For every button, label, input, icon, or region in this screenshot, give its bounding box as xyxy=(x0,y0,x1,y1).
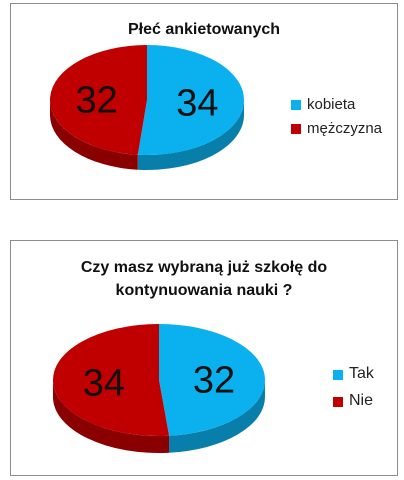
legend-swatch xyxy=(333,370,343,380)
chart-panel-gender: Płeć ankietowanych 34 32 kobieta mężczyzn… xyxy=(10,3,398,200)
chart-panel-school: Czy masz wybraną już szkołę do kontynuow… xyxy=(10,240,398,476)
legend-label: Nie xyxy=(349,392,374,409)
pie-side-kobieta xyxy=(137,100,244,170)
chart-title-line: Czy masz wybraną już szkołę do xyxy=(80,259,328,276)
legend-swatch xyxy=(291,124,301,134)
legend-label: kobieta xyxy=(307,96,356,113)
chart-title: Czy masz wybraną już szkołę do kontynuow… xyxy=(11,256,397,302)
chart-title: Płeć ankietowanych xyxy=(127,21,281,38)
legend-label: Tak xyxy=(349,365,374,382)
data-label: 32 xyxy=(75,80,117,122)
legend-swatch xyxy=(333,397,343,407)
data-label: 34 xyxy=(176,82,218,124)
pie-side-tak xyxy=(169,380,265,453)
pie-slice-nie xyxy=(53,324,170,436)
pie-side-nie xyxy=(53,380,170,453)
data-label: 34 xyxy=(83,362,125,404)
pie-chart-gender: 34 32 xyxy=(49,45,244,170)
pie-slice-mężczyzna xyxy=(49,45,147,155)
pie-slice-kobieta xyxy=(137,45,244,155)
data-label: 32 xyxy=(193,360,235,402)
chart-title-line: kontynuowania nauki ? xyxy=(115,282,293,299)
legend-label: mężczyzna xyxy=(307,120,383,137)
pie-slice-tak xyxy=(159,324,265,436)
pie-side-mężczyzna xyxy=(50,100,138,170)
pie-chart-school: 32 34 xyxy=(53,324,265,453)
legend-swatch xyxy=(291,100,301,110)
